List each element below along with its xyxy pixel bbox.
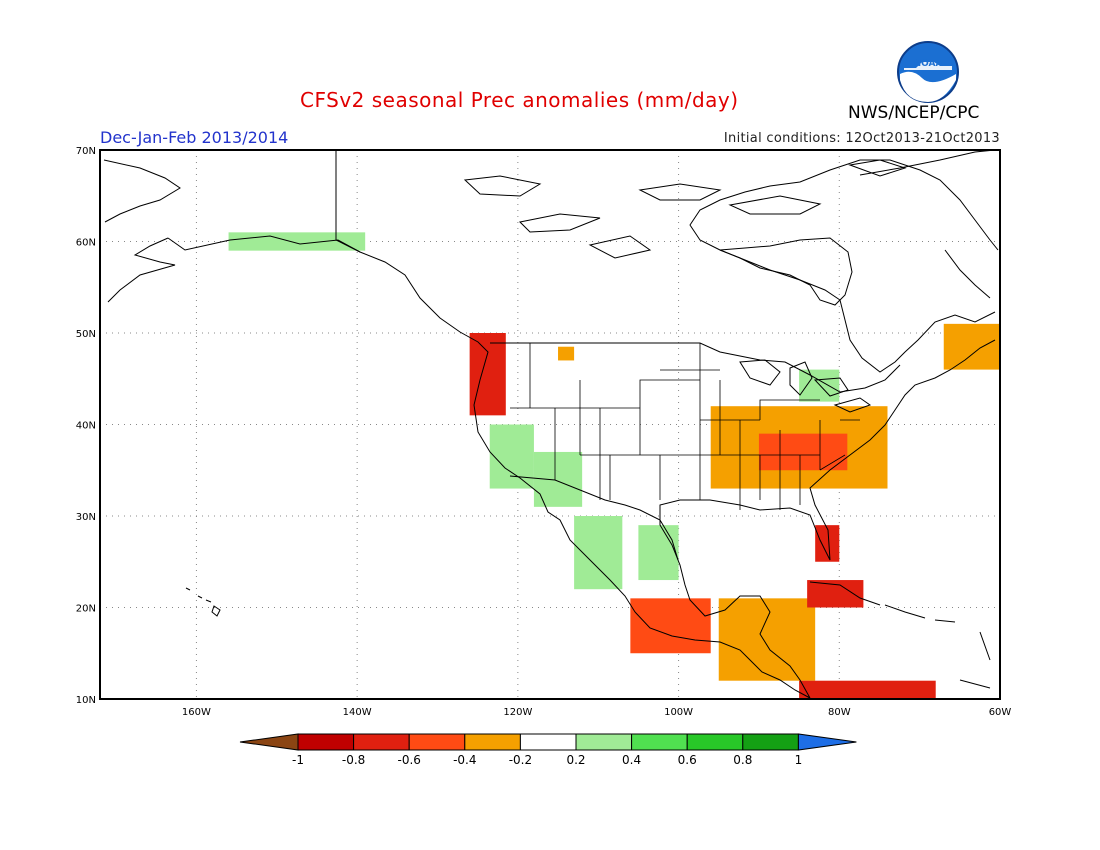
colorbar-label: 0.2 xyxy=(566,753,585,767)
colorbar-segment xyxy=(408,733,466,751)
colorbar-label: 1 xyxy=(795,753,803,767)
colorbar-segment xyxy=(464,733,521,751)
anomaly-region xyxy=(758,433,848,471)
anomaly-region xyxy=(799,680,936,699)
anomaly-region xyxy=(815,525,840,562)
map-title: CFSv2 seasonal Prec anomalies (mm/day) xyxy=(300,88,739,112)
hudson-bay-coastline xyxy=(719,237,853,306)
colorbar-segment xyxy=(353,733,410,751)
anomaly-region xyxy=(638,525,679,581)
colorbar-segment xyxy=(297,733,355,751)
anomaly-region xyxy=(799,369,840,402)
anomaly-region xyxy=(630,598,711,654)
map-frame xyxy=(99,149,1001,700)
colorbar-label: -0.6 xyxy=(397,753,420,767)
hawaii-coastline xyxy=(185,587,221,617)
anomaly-region xyxy=(228,232,366,251)
lat-tick-label: 60N xyxy=(76,238,96,249)
alaska-border xyxy=(335,150,361,253)
colorbar-label: -0.4 xyxy=(453,753,476,767)
colorbar-segment xyxy=(686,733,744,751)
anomaly-region xyxy=(533,451,583,507)
alaska-peninsula-coastline xyxy=(103,159,181,303)
axis-labels: 160W 140W 120W 100W 80W 60W 10N 20N 30N 40N 50N 60N… xyxy=(76,146,1012,718)
lat-tick-label: 20N xyxy=(76,604,96,615)
state-borders xyxy=(510,343,860,510)
colorbar-label: 0.6 xyxy=(678,753,697,767)
caribbean-coastline xyxy=(809,581,991,689)
lon-tick-label: 120W xyxy=(503,707,532,718)
anomaly-region xyxy=(574,516,623,590)
colorbar-label: -0.8 xyxy=(342,753,365,767)
anomaly-region xyxy=(943,323,1000,370)
us-mexico-border xyxy=(509,475,679,561)
colorbar-segment xyxy=(631,733,688,751)
lat-tick-label: 30N xyxy=(76,512,96,523)
anomaly-region xyxy=(489,424,534,489)
lat-tick-label: 40N xyxy=(76,421,96,432)
colorbar-right-arrow xyxy=(797,733,857,751)
colorbar-segment xyxy=(575,733,633,751)
colorbar-label: -0.2 xyxy=(509,753,532,767)
great-lakes-coastline xyxy=(739,359,872,413)
lat-tick-label: 10N xyxy=(76,695,96,706)
lon-tick-label: 140W xyxy=(343,707,372,718)
colorbar-left-arrow xyxy=(239,733,299,751)
initial-conditions-label: Initial conditions: 12Oct2013-21Oct2013 xyxy=(723,131,1000,146)
arctic-island-coastline xyxy=(463,159,907,259)
anomaly-region xyxy=(558,346,575,361)
anomaly-region xyxy=(469,333,506,416)
us-canada-border xyxy=(490,342,901,393)
colorbar-segment xyxy=(519,733,577,751)
colorbar-label: 0.4 xyxy=(622,753,641,767)
lon-tick-label: 60W xyxy=(989,707,1012,718)
lat-tick-label: 50N xyxy=(76,329,96,340)
agency-label: NWS/NCEP/CPC xyxy=(848,103,980,123)
colorbar-label: 0.8 xyxy=(733,753,752,767)
lon-tick-label: 160W xyxy=(182,707,211,718)
coastlines xyxy=(103,149,999,699)
lon-tick-label: 80W xyxy=(828,707,851,718)
colorbar-label: -1 xyxy=(292,753,304,767)
colorbar: -1 -0.8 -0.6 -0.4 -0.2 0.2 0.4 0.6 0.8 1 xyxy=(239,733,857,767)
colorbar-segment xyxy=(742,733,799,751)
svg-text:NOAA: NOAA xyxy=(914,59,943,69)
lat-tick-label: 70N xyxy=(76,146,96,157)
noaa-logo: NOAA xyxy=(897,41,959,103)
anomaly-region xyxy=(718,598,816,681)
season-label: Dec-Jan-Feb 2013/2014 xyxy=(100,128,289,147)
lon-tick-label: 100W xyxy=(664,707,693,718)
greenland-coastline xyxy=(859,149,996,299)
anomaly-fills xyxy=(228,232,1000,699)
